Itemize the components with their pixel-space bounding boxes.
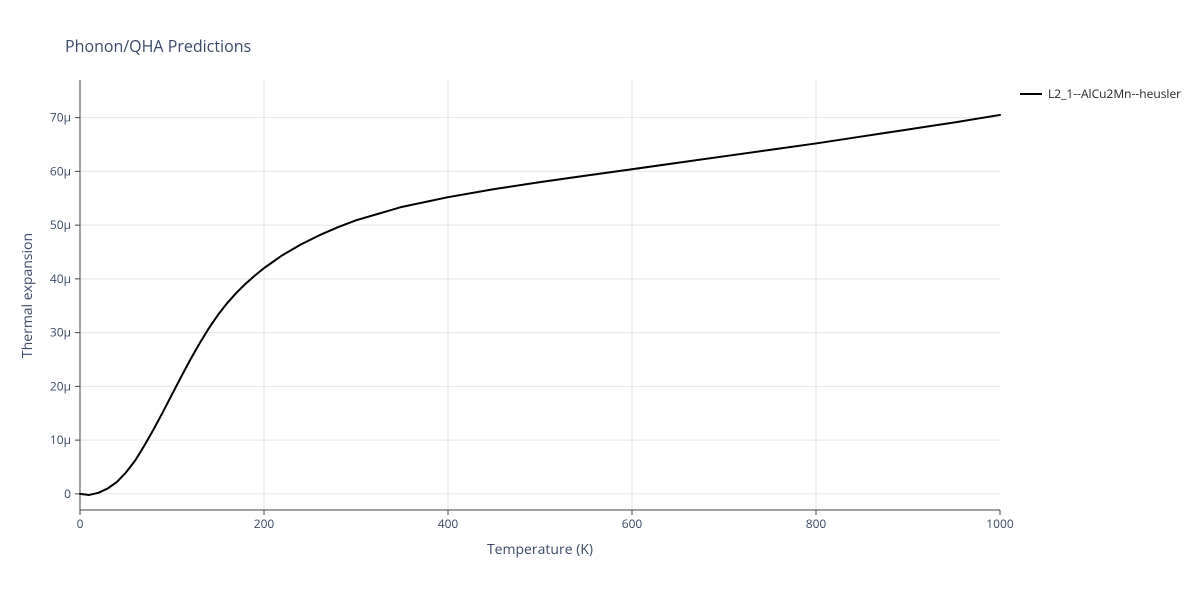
x-axis-label: Temperature (K) — [80, 540, 1000, 559]
y-tick-label: 70μ — [50, 109, 71, 126]
legend[interactable]: L2_1--AlCu2Mn--heusler — [1020, 85, 1181, 102]
legend-swatch — [1020, 93, 1042, 95]
x-tick-label: 1000 — [986, 515, 1014, 532]
y-axis-label: Thermal expansion — [19, 232, 38, 357]
x-tick-label: 600 — [622, 515, 643, 532]
series-line[interactable] — [80, 115, 1000, 495]
plot-area[interactable]: 02004006008001000010μ20μ30μ40μ50μ60μ70μ — [80, 80, 1000, 510]
y-tick-label: 30μ — [50, 324, 71, 341]
plot-svg: 02004006008001000010μ20μ30μ40μ50μ60μ70μ — [80, 80, 1000, 510]
x-tick-label: 0 — [77, 515, 84, 532]
legend-label: L2_1--AlCu2Mn--heusler — [1048, 85, 1181, 102]
y-axis-label-wrap: Thermal expansion — [18, 80, 38, 510]
chart-container: Phonon/QHA Predictions Thermal expansion… — [0, 0, 1200, 600]
y-tick-label: 10μ — [50, 431, 71, 448]
x-tick-label: 800 — [806, 515, 827, 532]
x-tick-label: 200 — [254, 515, 275, 532]
chart-title: Phonon/QHA Predictions — [65, 35, 251, 57]
y-tick-label: 60μ — [50, 162, 71, 179]
y-tick-label: 0 — [64, 485, 71, 502]
x-tick-label: 400 — [438, 515, 459, 532]
y-tick-label: 50μ — [50, 216, 71, 233]
y-tick-label: 20μ — [50, 377, 71, 394]
y-tick-label: 40μ — [50, 270, 71, 287]
